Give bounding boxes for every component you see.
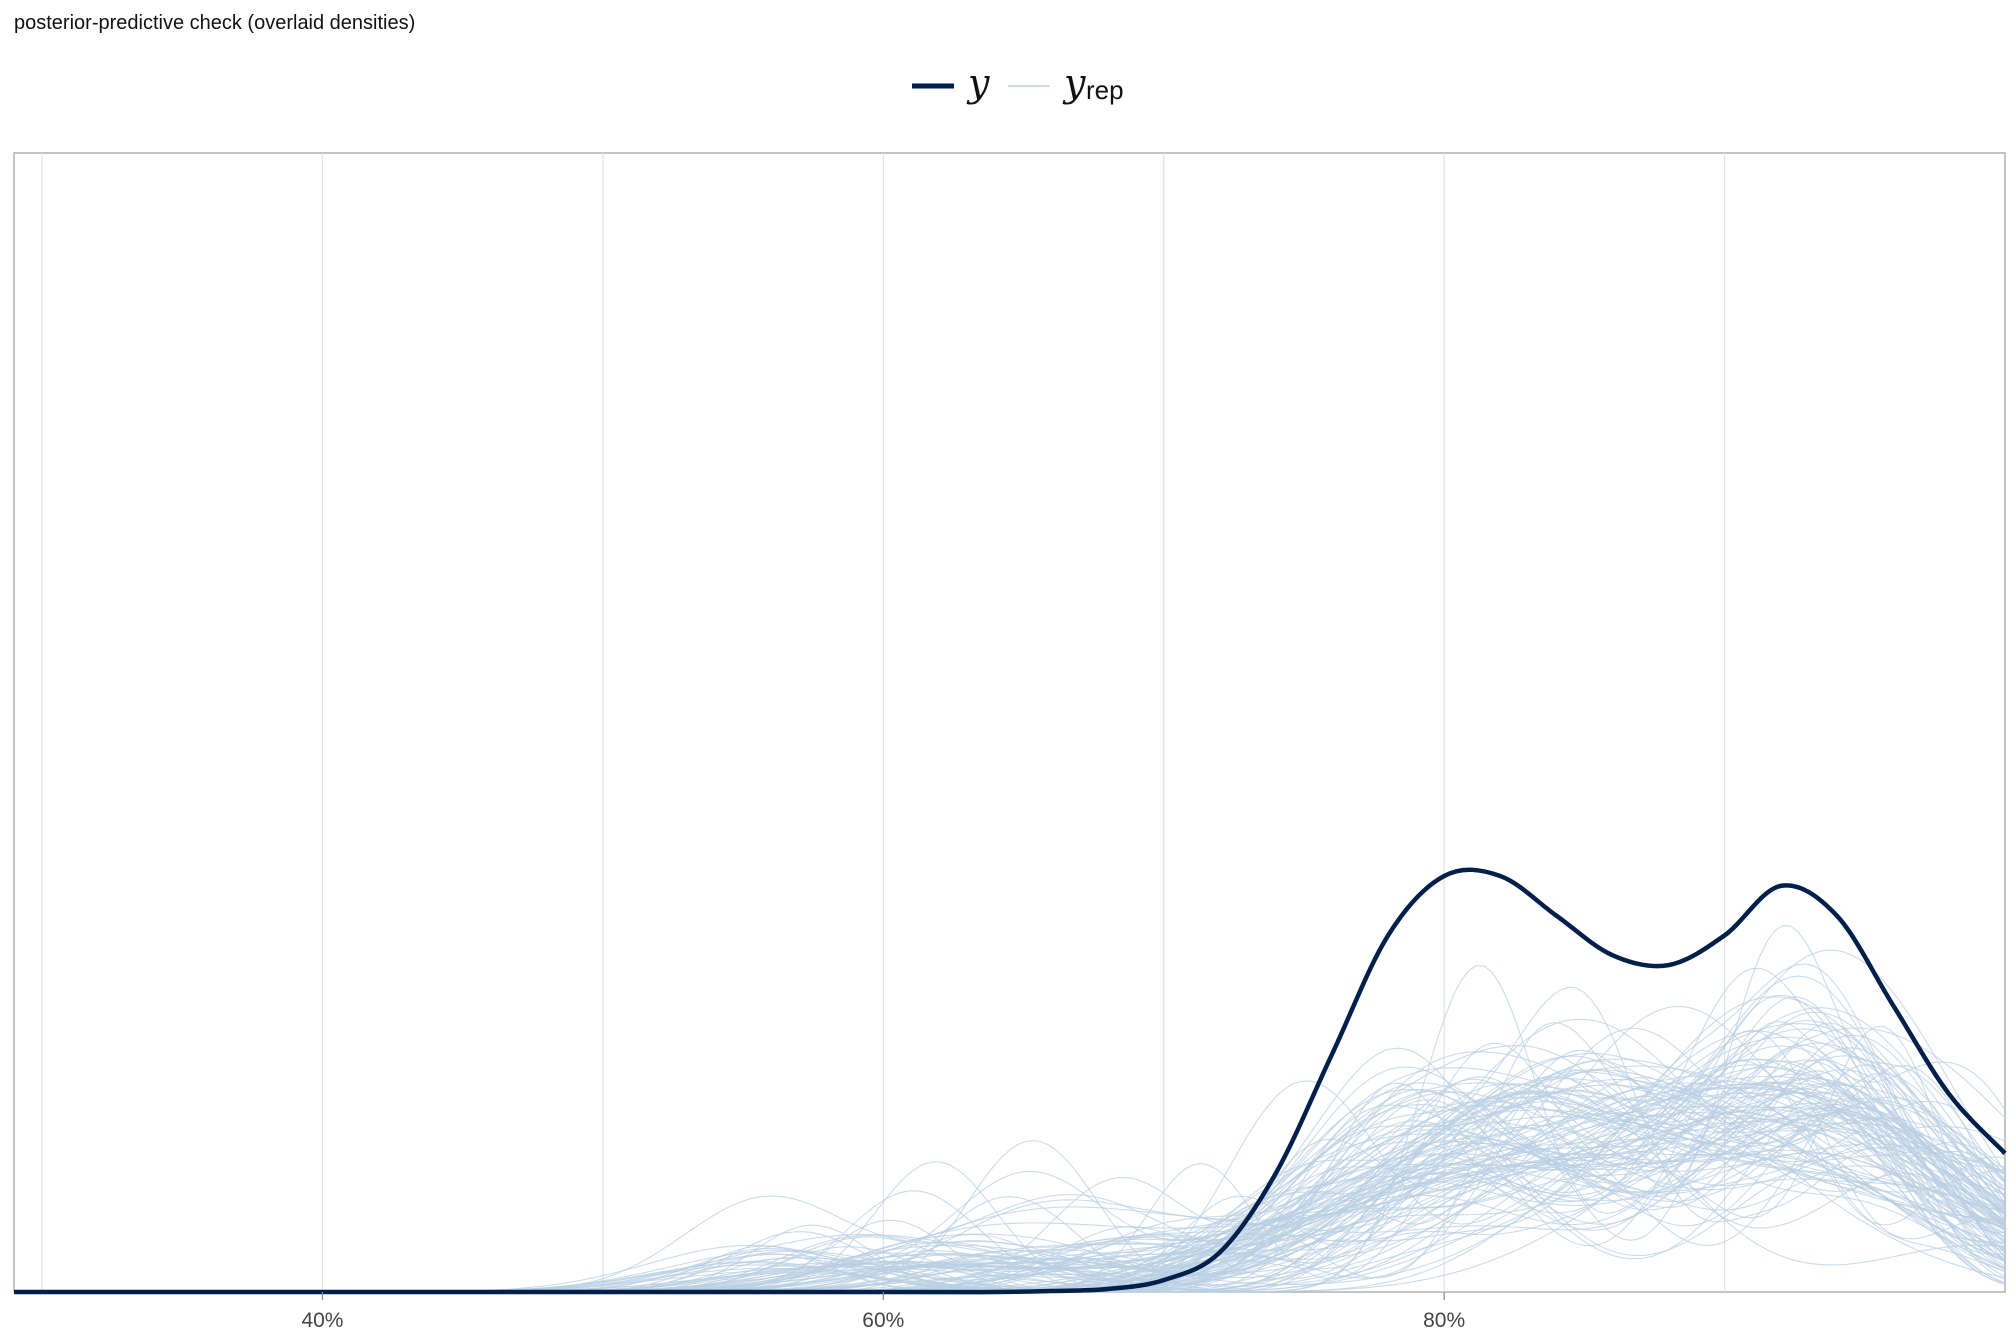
legend-yrep-label: y (1062, 61, 1086, 105)
yrep-density-line (14, 975, 2006, 1293)
chart-title: posterior-predictive check (overlaid den… (14, 12, 416, 34)
legend: y y rep (912, 61, 1124, 105)
x-axis: 40% 60% 80% (301, 1292, 1465, 1332)
yrep-density-line (14, 1060, 2006, 1293)
x-tick-label: 80% (1423, 1309, 1465, 1332)
x-tick-label: 60% (862, 1309, 904, 1332)
yrep-density-line (14, 1055, 2006, 1293)
x-tick-label: 40% (301, 1309, 343, 1332)
y-density-line (14, 867, 2007, 1295)
legend-yrep-subscript: rep (1086, 75, 1124, 105)
y-density-line-group (14, 867, 2007, 1295)
yrep-density-lines (14, 925, 2006, 1293)
legend-y-label: y (966, 61, 990, 105)
